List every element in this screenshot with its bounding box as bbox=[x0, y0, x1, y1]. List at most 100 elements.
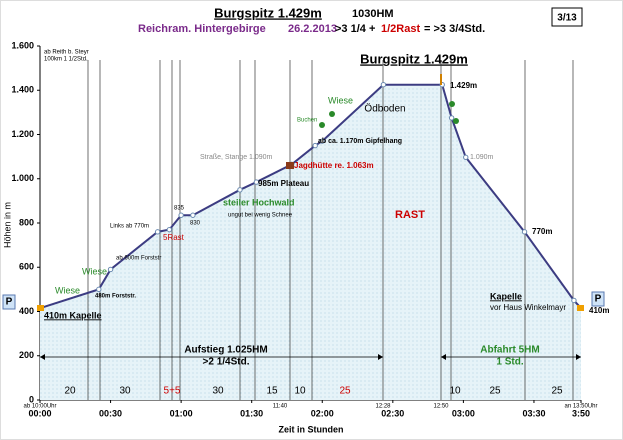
header-total: = >3 3/4Std. bbox=[424, 23, 485, 35]
annotation: Wiese bbox=[328, 95, 353, 105]
chart-title: Burgspitz 1.429m bbox=[360, 51, 468, 66]
point bbox=[237, 187, 243, 193]
annotation: RAST bbox=[395, 209, 425, 221]
point bbox=[521, 229, 528, 235]
header-time: >3 1/4 + bbox=[335, 23, 375, 35]
x-tick-label: 01:00 bbox=[170, 408, 193, 418]
annotation: vor Haus Winkelmayr bbox=[490, 303, 566, 312]
time-note: an 13:50Uhr bbox=[564, 404, 597, 410]
y-axis-label: Höhen in m bbox=[2, 202, 12, 248]
time-note: 12:50 bbox=[433, 404, 449, 410]
y-tick-label: 1.200 bbox=[11, 129, 34, 139]
point bbox=[319, 138, 325, 144]
annotation: Wiese bbox=[55, 285, 80, 295]
x-tick-label: 03:00 bbox=[452, 408, 475, 418]
time-note: ab 10:00Uhr bbox=[23, 404, 56, 410]
annotation: Straße, Stange 1.090m bbox=[200, 154, 273, 161]
hut-icon bbox=[286, 162, 294, 169]
annotation: 410m bbox=[589, 306, 609, 315]
annotation: 410m Kapelle bbox=[44, 310, 102, 320]
header-title: Burgspitz 1.429m bbox=[214, 5, 322, 20]
segment-time: 25 bbox=[489, 386, 501, 397]
x-tick-label: 02:00 bbox=[311, 408, 334, 418]
tree bbox=[449, 101, 455, 107]
tree bbox=[453, 118, 459, 124]
annotation: 835 bbox=[174, 206, 185, 212]
chapel-icon bbox=[577, 305, 584, 311]
y-tick-label: 1.400 bbox=[11, 85, 34, 95]
point bbox=[463, 154, 469, 160]
annotation: ab Reith b. Steyr bbox=[44, 50, 89, 56]
point bbox=[190, 212, 196, 218]
annotation: 1.090m bbox=[470, 154, 494, 161]
y-tick-label: 200 bbox=[19, 350, 34, 360]
segment-time: 10 bbox=[449, 386, 461, 397]
header-region: Reichram. Hintergebirge bbox=[138, 23, 266, 35]
header-rest: 1/2Rast bbox=[381, 23, 420, 35]
tree bbox=[319, 122, 325, 128]
x-tick-label: 03:30 bbox=[522, 408, 545, 418]
annotation: Links ab 770m bbox=[110, 224, 149, 230]
y-tick-label: 1.600 bbox=[11, 40, 34, 50]
y-tick-label: 600 bbox=[19, 262, 34, 272]
annotation: Wiese bbox=[82, 266, 107, 276]
time-note: 12:28 bbox=[375, 404, 391, 410]
segment-time: 25 bbox=[551, 386, 563, 397]
annotation: Kapelle bbox=[490, 291, 522, 301]
annotation: 480m Forststr. bbox=[95, 294, 136, 300]
annotation: 830 bbox=[190, 221, 201, 227]
annotation: >2 1/4Std. bbox=[203, 357, 250, 368]
point bbox=[154, 229, 161, 235]
y-tick-label: 800 bbox=[19, 217, 34, 227]
chapel-icon bbox=[37, 305, 44, 311]
annotation: 1.429m bbox=[450, 81, 477, 90]
point bbox=[380, 82, 387, 88]
annotation: ab 600m Forststr bbox=[116, 256, 161, 262]
point bbox=[178, 212, 184, 218]
segment-time: 25 bbox=[339, 386, 351, 397]
annotation: P bbox=[595, 294, 602, 305]
segment-time: 15 bbox=[266, 386, 278, 397]
annotation: 100km 1 1/2Std. bbox=[44, 57, 88, 63]
segment-time: 30 bbox=[212, 386, 224, 397]
x-tick-label: 00:00 bbox=[28, 408, 51, 418]
area bbox=[40, 84, 581, 400]
annotation: 985m Plateau bbox=[258, 179, 309, 188]
tree bbox=[329, 111, 335, 117]
page-number: 3/13 bbox=[557, 13, 577, 24]
parking-box bbox=[2, 294, 16, 310]
x-tick-label: 3:50 bbox=[572, 408, 590, 418]
point bbox=[96, 286, 102, 293]
annotation: Abfahrt 5HM bbox=[480, 345, 539, 356]
point bbox=[107, 266, 114, 273]
annotation: Jagdhütte re. 1.063m bbox=[294, 161, 374, 170]
annotation: 5Rast bbox=[163, 233, 185, 242]
segment-time: 5+5 bbox=[164, 386, 181, 397]
x-tick-label: 00:30 bbox=[99, 408, 122, 418]
annotation: steiler Hochwald bbox=[223, 197, 295, 207]
point bbox=[571, 297, 577, 304]
x-axis-label: Zeit in Stunden bbox=[279, 424, 344, 434]
y-tick-label: 0 bbox=[29, 394, 34, 404]
point bbox=[166, 226, 173, 233]
annotation: Buchen bbox=[297, 118, 317, 124]
x-tick-label: 02:30 bbox=[381, 408, 404, 418]
page-box bbox=[551, 7, 583, 27]
y-tick-label: 400 bbox=[19, 306, 34, 316]
point bbox=[312, 142, 318, 149]
annotation: ab ca. 1.170m Gipfelhang bbox=[318, 138, 402, 145]
parking-box bbox=[591, 291, 605, 307]
x-tick-label: 01:30 bbox=[240, 408, 263, 418]
annotation: P bbox=[6, 297, 13, 308]
header-date: 26.2.2013 bbox=[288, 23, 337, 35]
annotation: Aufstieg 1.025HM bbox=[184, 345, 267, 356]
segment-time: 20 bbox=[64, 386, 76, 397]
annotation: 1 Std. bbox=[496, 357, 523, 368]
point bbox=[253, 179, 260, 185]
header-hm: 1030HM bbox=[352, 8, 394, 20]
time-note: 11:40 bbox=[273, 404, 288, 410]
annotation: 770m bbox=[532, 227, 552, 236]
segment-time: 10 bbox=[294, 386, 306, 397]
annotation: Ödboden bbox=[364, 103, 405, 115]
